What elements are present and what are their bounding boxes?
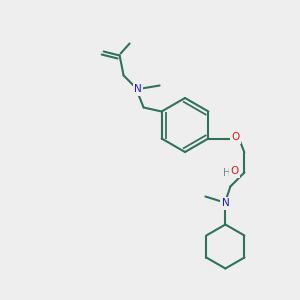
Text: H: H <box>223 167 230 178</box>
Text: O: O <box>230 167 238 176</box>
Text: O: O <box>231 133 239 142</box>
Text: N: N <box>134 85 142 94</box>
Text: N: N <box>221 199 229 208</box>
